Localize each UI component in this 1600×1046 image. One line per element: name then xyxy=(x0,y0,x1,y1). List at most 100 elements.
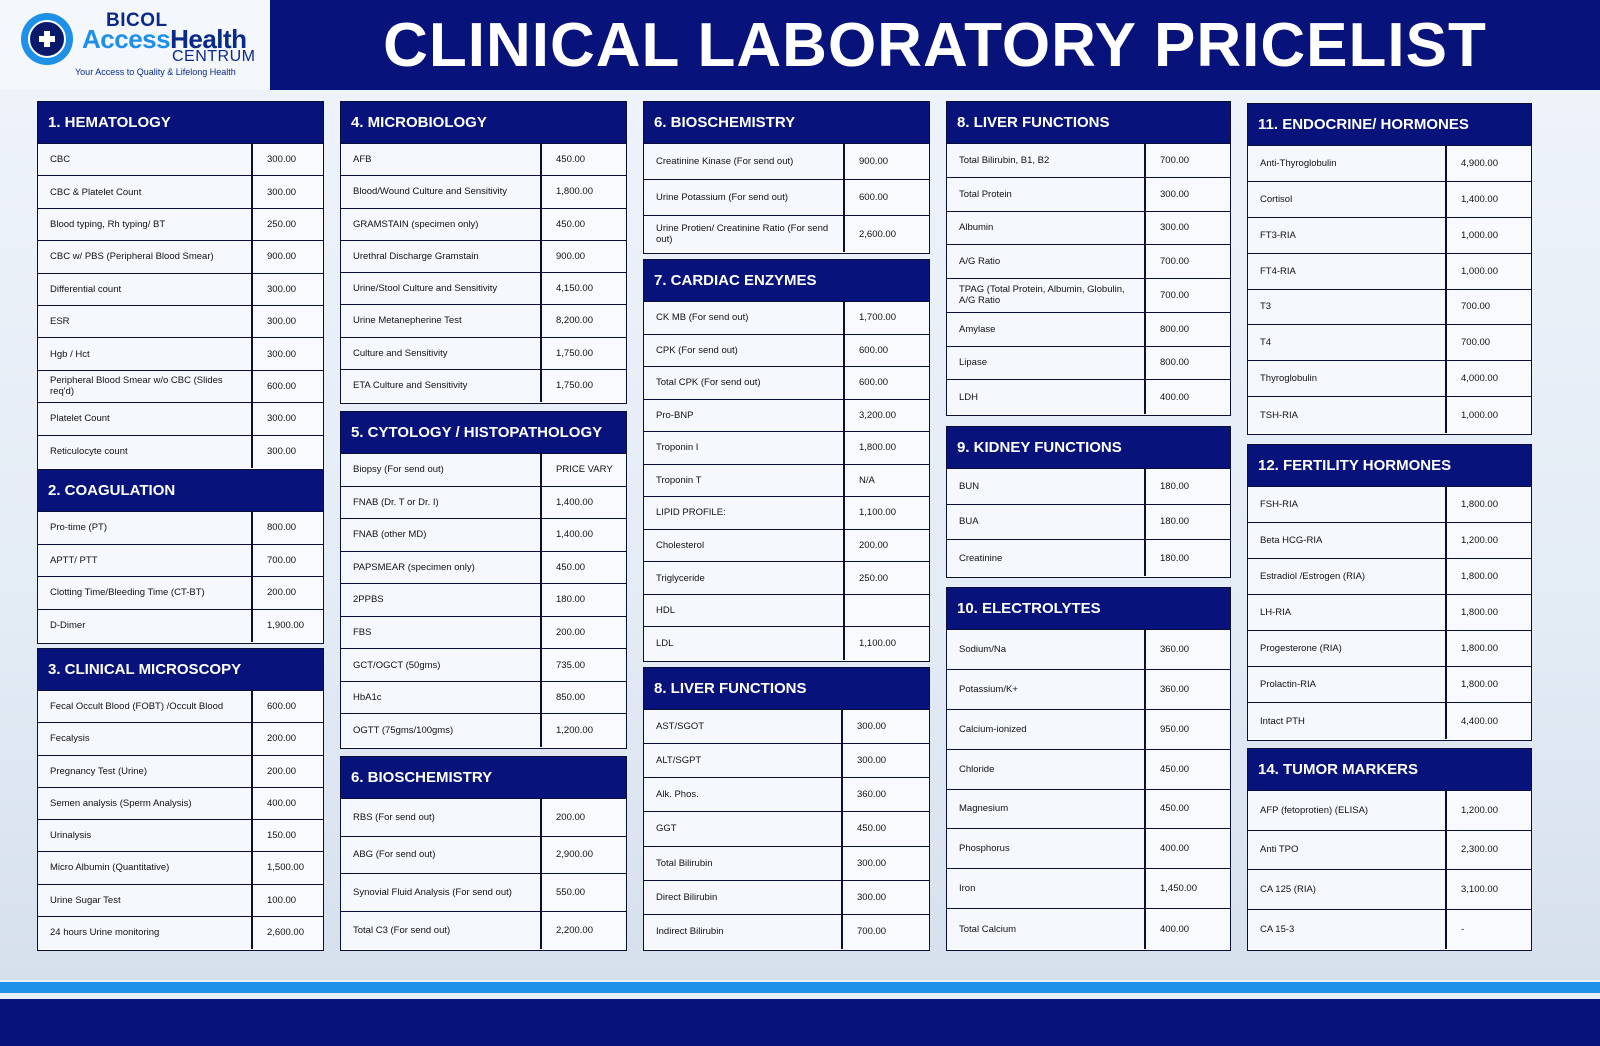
price-row: Fecal Occult Blood (FOBT) /Occult Blood 6… xyxy=(38,691,323,724)
price-row: Total CPK (For send out) 600.00 xyxy=(644,367,929,400)
test-price: 3,100.00 xyxy=(1447,870,1531,909)
price-row: Anti-Thyroglobulin 4,900.00 xyxy=(1248,146,1531,182)
price-row: Platelet Count 300.00 xyxy=(38,403,323,436)
price-row: Cholesterol 200.00 xyxy=(644,529,929,563)
price-row: CBC 300.00 xyxy=(38,144,323,177)
footer-bar xyxy=(0,999,1600,1046)
price-row: Beta HCG-RIA 1,200.00 xyxy=(1248,523,1531,559)
test-price: 700.00 xyxy=(1146,279,1230,312)
test-name: LIPID PROFILE: xyxy=(644,497,845,529)
section-title: 14. TUMOR MARKERS xyxy=(1248,749,1531,791)
section-title: 4. MICROBIOLOGY xyxy=(341,102,626,144)
test-name: RBS (For send out) xyxy=(341,799,542,836)
test-price: 1,400.00 xyxy=(542,519,626,551)
price-row: Amylase 800.00 xyxy=(947,312,1230,347)
test-name: Pro-BNP xyxy=(644,399,845,432)
test-price: 4,400.00 xyxy=(1447,703,1531,739)
price-row: Fecalysis 200.00 xyxy=(38,723,323,756)
test-name: ALT/SGPT xyxy=(644,744,843,778)
price-row: ALT/SGPT 300.00 xyxy=(644,744,929,779)
test-price: 1,000.00 xyxy=(1447,217,1531,253)
test-name: PAPSMEAR (specimen only) xyxy=(341,551,542,584)
section-13: 12. FERTILITY HORMONES FSH-RIA 1,800.00 Bet… xyxy=(1247,444,1532,741)
test-price: 4,150.00 xyxy=(542,273,626,305)
test-price: 1,400.00 xyxy=(542,486,626,519)
price-row: HbA1c 850.00 xyxy=(341,681,626,715)
test-price: 180.00 xyxy=(1146,504,1230,540)
price-row: GCT/OGCT (50gms) 735.00 xyxy=(341,649,626,682)
test-price: 3,200.00 xyxy=(845,399,929,432)
test-name: BUN xyxy=(947,469,1146,504)
test-name: FBS xyxy=(341,616,542,649)
test-price: 2,600.00 xyxy=(845,216,929,252)
test-price: 4,000.00 xyxy=(1447,361,1531,397)
test-name: GCT/OGCT (50gms) xyxy=(341,649,542,681)
section-title: 6. BIOSCHEMISTRY xyxy=(644,102,929,144)
test-name: Urine Metanepherine Test xyxy=(341,305,542,337)
test-price: 4,900.00 xyxy=(1447,146,1531,181)
test-price: PRICE VARY xyxy=(542,454,626,486)
test-name: Estradiol /Estrogen (RIA) xyxy=(1248,559,1447,594)
test-price: 180.00 xyxy=(1146,469,1230,504)
footer-stripe-light xyxy=(0,982,1600,993)
price-row: Hgb / Hct 300.00 xyxy=(38,338,323,371)
test-name: Cortisol xyxy=(1248,181,1447,217)
price-row: Total C3 (For send out) 2,200.00 xyxy=(341,911,626,949)
price-row: Urine Metanepherine Test 8,200.00 xyxy=(341,305,626,338)
section-title: 2. COAGULATION xyxy=(38,470,323,512)
price-row: Biopsy (For send out) PRICE VARY xyxy=(341,454,626,487)
test-price: 600.00 xyxy=(845,180,929,215)
price-row: Pro-BNP 3,200.00 xyxy=(644,399,929,433)
test-name: Platelet Count xyxy=(38,403,253,435)
test-name: Indirect Bilirubin xyxy=(644,914,843,949)
price-row: Total Calcium 400.00 xyxy=(947,909,1230,949)
test-price: 200.00 xyxy=(253,723,323,755)
test-price: 300.00 xyxy=(1146,211,1230,245)
test-name: Total C3 (For send out) xyxy=(341,911,542,949)
test-name: Iron xyxy=(947,869,1146,909)
section-10: 9. KIDNEY FUNCTIONS BUN 180.00 BUA 180.00 Cre… xyxy=(946,426,1231,578)
section-title: 3. CLINICAL MICROSCOPY xyxy=(38,649,323,691)
test-name: Total Calcium xyxy=(947,909,1146,949)
test-price: 700.00 xyxy=(1447,289,1531,325)
price-row: T4 700.00 xyxy=(1248,325,1531,362)
test-price: 300.00 xyxy=(253,403,323,435)
section-5: 6. BIOSCHEMISTRY RBS (For send out) 200.00… xyxy=(340,756,627,951)
title-banner: CLINICAL LABORATORY PRICELIST xyxy=(270,0,1600,90)
test-name: APTT/ PTT xyxy=(38,544,253,576)
price-row: Prolactin-RIA 1,800.00 xyxy=(1248,667,1531,703)
price-row: Intact PTH 4,400.00 xyxy=(1248,703,1531,739)
test-price: 2,200.00 xyxy=(542,911,626,949)
price-row: Urine Sugar Test 100.00 xyxy=(38,884,323,917)
test-name: Sodium/Na xyxy=(947,630,1146,669)
test-name: Albumin xyxy=(947,211,1146,245)
price-row: A/G Ratio 700.00 xyxy=(947,245,1230,279)
price-row: Reticulocyte count 300.00 xyxy=(38,435,323,468)
test-name: Intact PTH xyxy=(1248,703,1447,739)
price-row: LH-RIA 1,800.00 xyxy=(1248,595,1531,631)
test-price: 400.00 xyxy=(1146,380,1230,414)
test-name: Total Bilirubin, B1, B2 xyxy=(947,144,1146,177)
footer-gap xyxy=(0,993,1600,999)
price-row: Blood typing, Rh typing/ BT 250.00 xyxy=(38,208,323,242)
test-price: 450.00 xyxy=(1146,789,1230,829)
test-price: 450.00 xyxy=(542,208,626,240)
section-title: 11. ENDOCRINE/ HORMONES xyxy=(1248,104,1531,146)
test-name: T3 xyxy=(1248,289,1447,325)
test-price: 400.00 xyxy=(1146,909,1230,949)
price-row: Triglyceride 250.00 xyxy=(644,562,929,595)
test-name: Amylase xyxy=(947,312,1146,346)
test-price: 1,800.00 xyxy=(1447,631,1531,666)
price-row: Micro Albumin (Quantitative) 1,500.00 xyxy=(38,852,323,885)
test-name: Hgb / Hct xyxy=(38,338,253,370)
test-price: 300.00 xyxy=(843,880,929,914)
test-name: Creatinine xyxy=(947,540,1146,576)
test-name: CA 15-3 xyxy=(1248,909,1447,949)
section-title: 9. KIDNEY FUNCTIONS xyxy=(947,427,1230,469)
test-price: 450.00 xyxy=(1146,749,1230,789)
price-row: Troponin I 1,800.00 xyxy=(644,432,929,465)
price-row: Urinalysis 150.00 xyxy=(38,820,323,853)
price-row: Progesterone (RIA) 1,800.00 xyxy=(1248,631,1531,667)
test-name: LDL xyxy=(644,627,845,660)
test-price: 450.00 xyxy=(542,144,626,176)
